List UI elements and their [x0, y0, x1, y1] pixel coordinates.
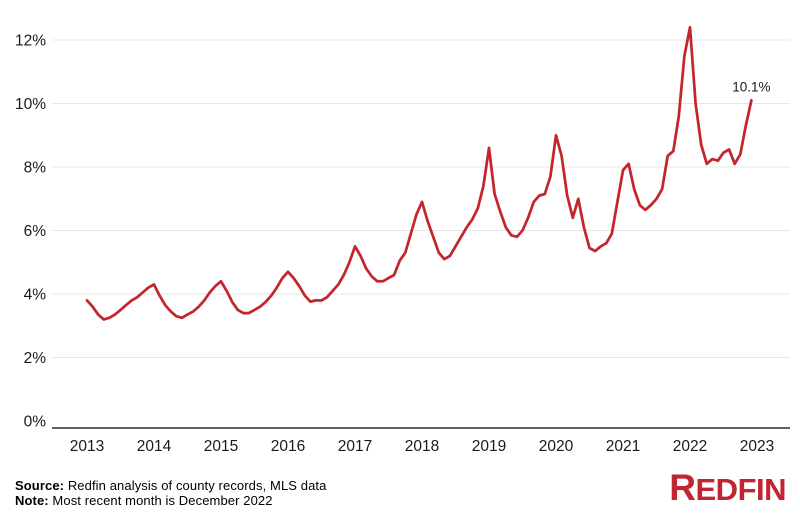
x-axis-label: 2015 — [204, 438, 238, 455]
note-label: Note: — [15, 492, 49, 508]
endpoint-annotation: 10.1% — [732, 79, 770, 94]
x-axis-label: 2018 — [405, 438, 439, 455]
redfin-logo: REDFIN — [669, 467, 786, 509]
y-axis-label: 0% — [24, 414, 47, 431]
x-axis-label: 2017 — [338, 438, 372, 455]
x-axis-label: 2016 — [271, 438, 305, 455]
source-text: Redfin analysis of county records, MLS d… — [64, 478, 327, 493]
y-axis-label: 2% — [24, 350, 47, 367]
line-chart: 0% 2% 4% 6% 8% 10% 12% 2013 2014 2015 2016 2017 2018… — [15, 25, 790, 455]
redfin-logo-first-letter: R — [669, 467, 696, 508]
y-axis-label: 8% — [24, 160, 47, 177]
y-axis-label: 4% — [24, 287, 47, 304]
note-text: Most recent month is December 2022 — [48, 492, 273, 508]
x-axis-label: 2021 — [606, 438, 640, 455]
note-line: Note: Most recent month is December 2022 — [15, 492, 326, 509]
data-series-line — [85, 25, 753, 321]
source-line: Source: Redfin analysis of county record… — [15, 478, 327, 494]
y-axis-label: 6% — [24, 223, 47, 240]
y-axis-label: 12% — [15, 33, 46, 50]
y-axis-label: 10% — [15, 96, 46, 113]
x-axis-label: 2014 — [137, 438, 172, 455]
redfin-logo-rest: EDFIN — [695, 472, 787, 507]
chart-footnotes: Source: Redfin analysis of county record… — [15, 478, 327, 509]
x-axis-label: 2013 — [70, 438, 104, 455]
x-axis-label: 2019 — [472, 438, 506, 455]
x-axis-label: 2023 — [740, 438, 774, 455]
x-axis-label: 2022 — [673, 438, 707, 455]
x-axis-label: 2020 — [539, 438, 574, 455]
source-label: Source: — [15, 478, 65, 493]
